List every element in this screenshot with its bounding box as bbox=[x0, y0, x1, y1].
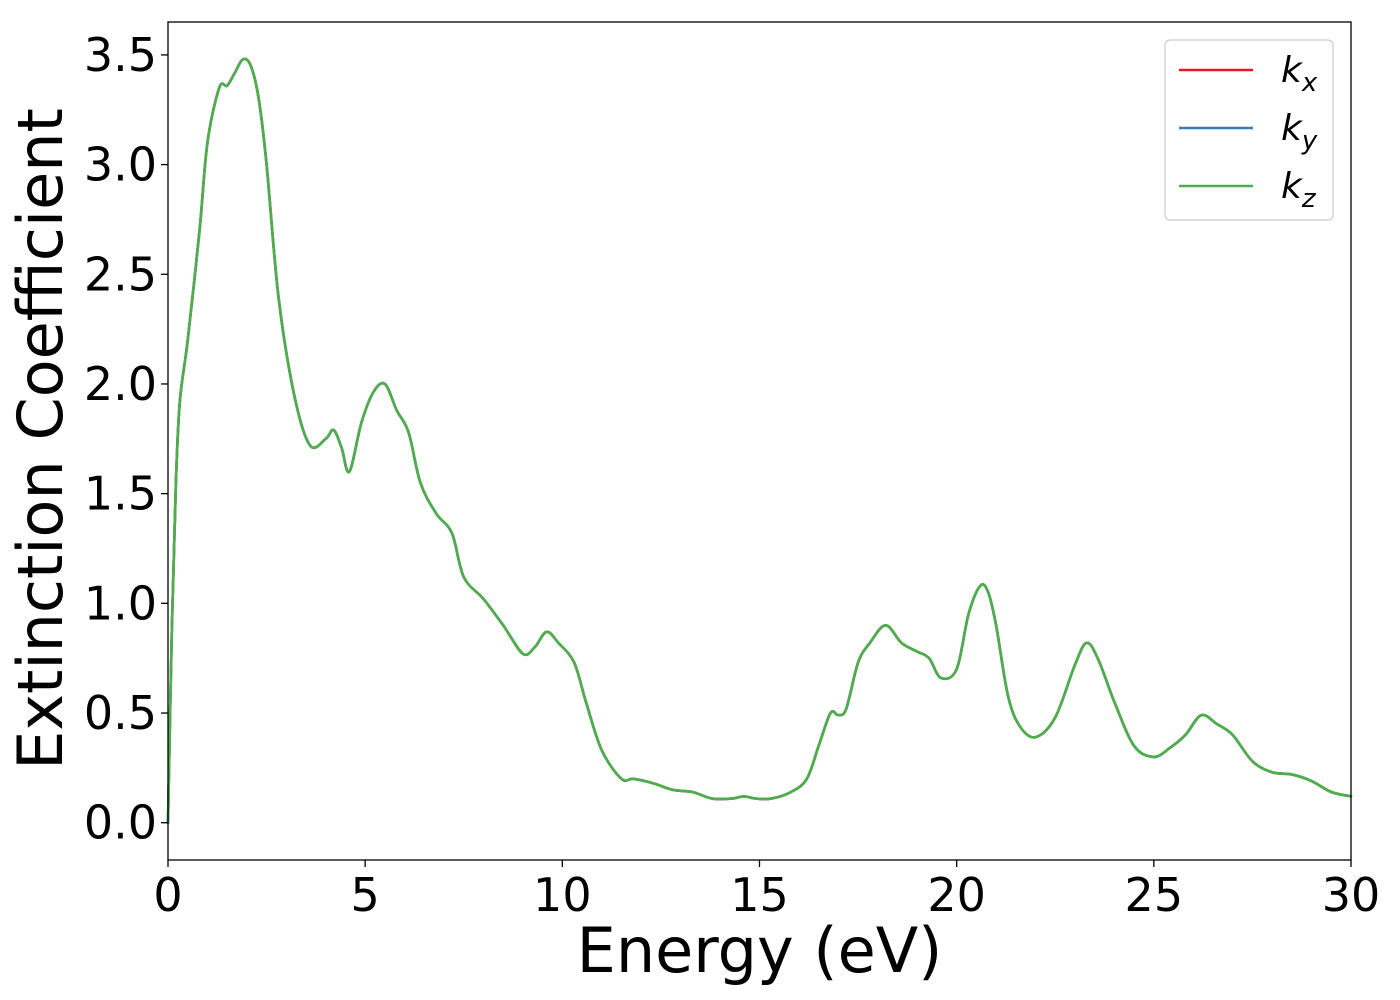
y-tick-label: 2.5 bbox=[84, 247, 157, 301]
y-tick-label: 2.0 bbox=[84, 357, 157, 411]
legend-label-kz: kz bbox=[1281, 166, 1317, 214]
legend: kx ky kz bbox=[1164, 39, 1334, 221]
y-axis: 0.0 0.5 1.0 1.5 2.0 2.5 3.0 3.5 bbox=[84, 28, 168, 850]
series-line-kz bbox=[166, 57, 1353, 825]
x-tick-label: 5 bbox=[351, 868, 380, 922]
x-tick-label: 10 bbox=[533, 868, 592, 922]
x-tick-label: 30 bbox=[1322, 868, 1381, 922]
legend-box bbox=[1164, 39, 1334, 221]
x-tick-label: 20 bbox=[927, 868, 986, 922]
y-axis-label: Extinction Coefficient bbox=[4, 108, 77, 770]
y-tick-label: 1.5 bbox=[84, 467, 157, 521]
y-tick-label: 3.5 bbox=[84, 28, 157, 82]
legend-label-ky: ky bbox=[1281, 108, 1318, 156]
x-tick-label: 25 bbox=[1125, 868, 1184, 922]
x-axis-label: Energy (eV) bbox=[577, 914, 943, 987]
y-tick-label: 1.0 bbox=[84, 576, 157, 630]
series-layer bbox=[166, 57, 1353, 825]
y-tick-label: 3.0 bbox=[84, 138, 157, 192]
x-tick-label: 15 bbox=[730, 868, 789, 922]
x-tick-label: 0 bbox=[153, 868, 182, 922]
legend-label-kx: kx bbox=[1281, 50, 1318, 98]
y-tick-label: 0.0 bbox=[84, 796, 157, 850]
y-tick-label: 0.5 bbox=[84, 686, 157, 740]
x-axis: 0 5 10 15 20 25 30 bbox=[153, 860, 1380, 922]
